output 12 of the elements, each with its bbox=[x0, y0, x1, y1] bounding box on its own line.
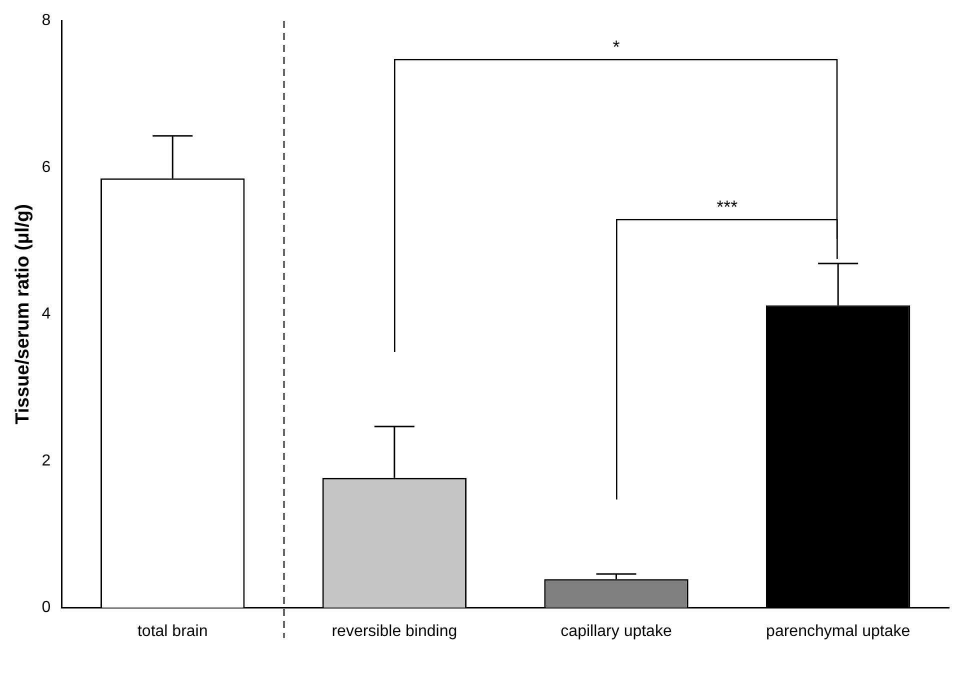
y-tick-label: 4 bbox=[42, 306, 51, 323]
y-axis-title: Tissue/serum ratio (μl/g) bbox=[12, 204, 34, 424]
x-tick-label: reversible binding bbox=[332, 622, 458, 640]
x-tick-label: capillary uptake bbox=[560, 622, 672, 640]
annotation: * bbox=[612, 36, 621, 57]
x-tick-label: parenchymal uptake bbox=[766, 622, 910, 640]
y-tick-label: 2 bbox=[42, 452, 51, 470]
annotation: *** bbox=[716, 196, 739, 217]
y-tick-label: 0 bbox=[42, 599, 51, 616]
y-tick-label: 8 bbox=[42, 12, 51, 30]
y-tick-label: 6 bbox=[42, 158, 51, 176]
x-tick-label: total brain bbox=[137, 622, 208, 640]
